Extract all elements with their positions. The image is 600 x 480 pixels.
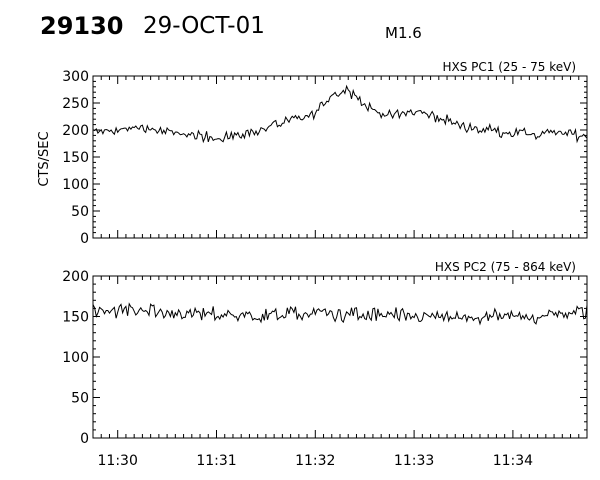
- panel-pc1-series-line: [92, 84, 588, 144]
- y-tick-label: 100: [62, 177, 89, 193]
- y-tick-label: 200: [62, 123, 89, 139]
- panel-pc2-series-line: [92, 302, 588, 326]
- y-tick-label: 200: [62, 269, 89, 285]
- panel-pc1-title: HXS PC1 (25 - 75 keV): [442, 60, 576, 74]
- x-tick-label: 11:32: [295, 453, 335, 469]
- y-tick-label: 50: [71, 391, 89, 407]
- y-tick-label: 0: [80, 231, 89, 247]
- x-tick-label: 11:30: [98, 453, 138, 469]
- flare-class: M1.6: [385, 24, 422, 42]
- x-tick-label: 11:33: [394, 453, 434, 469]
- panel-pc1: HXS PC1 (25 - 75 keV) CTS/SEC 0 50 100 150 2…: [37, 60, 588, 247]
- panel-pc1-ylabel: CTS/SEC: [37, 131, 52, 186]
- x-tick-label: 11:34: [493, 453, 533, 469]
- y-tick-label: 300: [62, 69, 89, 85]
- y-tick-label: 50: [71, 204, 89, 220]
- y-tick-label: 150: [62, 310, 89, 326]
- y-tick-label: 250: [62, 96, 89, 112]
- panel-pc1-ticks: 0 50 100 150 200 250 300: [62, 69, 588, 247]
- panel-pc2-ticks: 0 50 100 150 200: [62, 269, 588, 447]
- x-tick-label: 11:31: [196, 453, 236, 469]
- y-tick-label: 100: [62, 350, 89, 366]
- panel-pc2: HXS PC2 (75 - 864 keV) 0 50 100 150 200: [62, 260, 588, 447]
- y-tick-label: 0: [80, 431, 89, 447]
- panel-pc2-frame: [92, 275, 588, 439]
- panel-pc2-title: HXS PC2 (75 - 864 keV): [435, 260, 576, 274]
- x-axis-labels: 11:30 11:31 11:32 11:33 11:34: [98, 453, 534, 469]
- y-tick-label: 150: [62, 150, 89, 166]
- event-id: 29130: [40, 12, 124, 40]
- event-date: 29-OCT-01: [143, 13, 265, 39]
- panel-pc1-frame: [92, 75, 588, 239]
